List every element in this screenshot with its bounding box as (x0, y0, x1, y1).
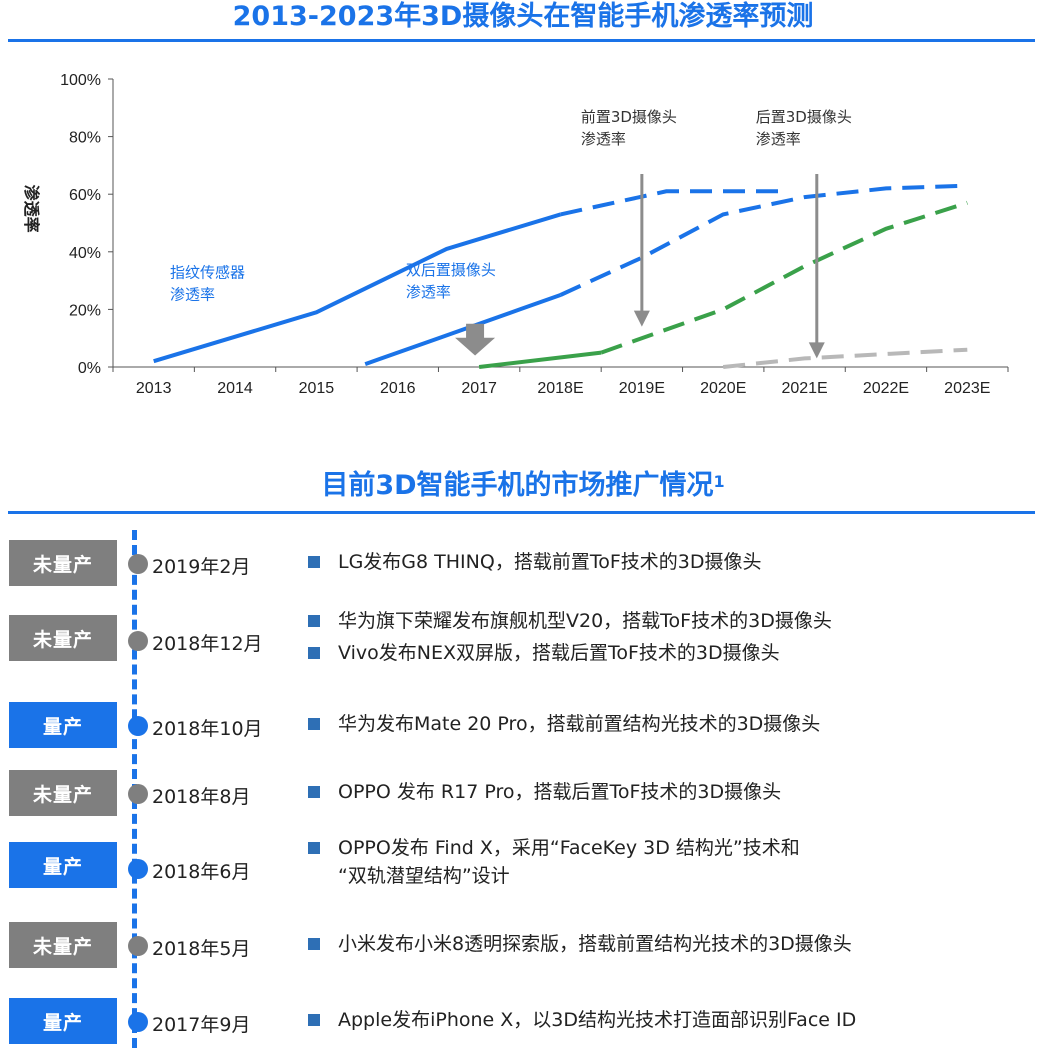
x-tick-label: 2013 (136, 380, 172, 397)
bullet-icon (308, 1014, 320, 1026)
timeline-dot (128, 631, 148, 651)
event-list: 华为旗下荣耀发布旗舰机型V20，搭载ToF技术的3D摄像头 Vivo发布NEX双屏… (308, 607, 1043, 667)
x-tick-label: 2016 (380, 380, 416, 397)
event-list: OPPO 发布 R17 Pro，搭载后置ToF技术的3D摄像头 (308, 778, 1043, 806)
series-annotation: 渗透率 (170, 286, 215, 304)
x-tick-label: 2022E (863, 380, 909, 397)
bullet-icon (308, 647, 320, 659)
chart-header: 2013-2023年3D摄像头在智能手机渗透率预测 (232, 1, 814, 32)
series-annotation: 前置3D摄像头 (581, 108, 677, 126)
pointer-arrow-head (633, 310, 650, 327)
y-tick-label: 80% (69, 130, 101, 147)
x-tick-label: 2017 (461, 380, 497, 397)
timeline-dot (128, 554, 148, 574)
x-tick-label: 2014 (217, 380, 253, 397)
timeline-header: 目前3D智能手机的市场推广情况1 (0, 468, 1046, 504)
event-text: 小米发布小米8透明探索版，搭载前置结构光技术的3D摄像头 (338, 933, 852, 955)
series-line-projected (560, 189, 789, 217)
x-tick-label: 2019E (619, 380, 665, 397)
timeline-header-text: 目前3D智能手机的市场推广情况 (321, 470, 714, 501)
event-text: Apple发布iPhone X，以3D结构光技术打造面部识别Face ID (338, 1009, 857, 1031)
series-annotation: 后置3D摄像头 (756, 108, 852, 126)
event-text: OPPO 发布 R17 Pro，搭载后置ToF技术的3D摄像头 (338, 781, 782, 803)
event-item: Vivo发布NEX双屏版，搭载后置ToF技术的3D摄像头 (308, 639, 1043, 667)
timeline-dot (128, 936, 148, 956)
status-badge: 量产 (9, 842, 117, 888)
series-annotation: 渗透率 (756, 130, 801, 148)
series-line-actual (478, 350, 602, 369)
bullet-icon (308, 842, 320, 854)
event-text: Vivo发布NEX双屏版，搭载后置ToF技术的3D摄像头 (338, 642, 780, 664)
series-annotation: 渗透率 (581, 130, 626, 148)
bullet-icon (308, 556, 320, 568)
bullet-icon (308, 938, 320, 950)
event-date: 2017年9月 (152, 1014, 251, 1036)
timeline-dot (128, 1012, 148, 1032)
bullet-icon (308, 718, 320, 730)
event-date: 2018年6月 (152, 861, 251, 883)
bullet-icon (308, 615, 320, 627)
series-line-actual (364, 293, 562, 366)
status-badge: 量产 (9, 998, 117, 1044)
event-item: OPPO发布 Find X，采用“FaceKey 3D 结构光”技术和 “双轨潜… (308, 834, 1043, 890)
event-item: 小米发布小米8透明探索版，搭载前置结构光技术的3D摄像头 (308, 930, 1043, 958)
event-item: OPPO 发布 R17 Pro，搭载后置ToF技术的3D摄像头 (308, 778, 1043, 806)
timeline-dot (128, 716, 148, 736)
event-item: 华为发布Mate 20 Pro，搭载前置结构光技术的3D摄像头 (308, 710, 1043, 738)
series-line-projected (559, 183, 968, 297)
event-date: 2019年2月 (152, 556, 251, 578)
x-tick-label: 2018E (537, 380, 583, 397)
event-list: 华为发布Mate 20 Pro，搭载前置结构光技术的3D摄像头 (308, 710, 1043, 738)
series-line-projected (722, 347, 968, 369)
series-line-actual (153, 212, 562, 364)
chart-header-rule (8, 39, 1035, 42)
y-tick-label: 40% (69, 245, 101, 262)
status-badge: 未量产 (9, 770, 117, 816)
x-tick-label: 2023E (944, 380, 990, 397)
y-tick-label: 60% (69, 187, 101, 204)
block-arrow (455, 323, 496, 356)
x-tick-label: 2020E (700, 380, 746, 397)
penetration-chart: 0% 20% 40% 60% 80% 100% 2013 2014 2015 2016 2017 20… (22, 72, 1009, 397)
x-tick-label: 2021E (781, 380, 827, 397)
event-date: 2018年5月 (152, 938, 251, 960)
event-list: Apple发布iPhone X，以3D结构光技术打造面部识别Face ID (308, 1006, 1043, 1034)
event-text: 华为发布Mate 20 Pro，搭载前置结构光技术的3D摄像头 (338, 713, 821, 735)
y-axis-label: 渗透率 (22, 185, 41, 233)
y-tick-label: 100% (60, 72, 101, 89)
x-tick-label: 2015 (299, 380, 335, 397)
series-annotation: 指纹传感器 (170, 264, 245, 282)
event-text: LG发布G8 THINQ，搭载前置ToF技术的3D摄像头 (338, 551, 762, 573)
event-item: LG发布G8 THINQ，搭载前置ToF技术的3D摄像头 (308, 548, 1043, 576)
y-tick-label: 20% (69, 302, 101, 319)
event-list: 小米发布小米8透明探索版，搭载前置结构光技术的3D摄像头 (308, 930, 1043, 958)
status-badge: 未量产 (9, 922, 117, 968)
status-badge: 未量产 (9, 615, 117, 661)
status-badge: 量产 (9, 702, 117, 748)
status-badge: 未量产 (9, 540, 117, 586)
event-list: OPPO发布 Find X，采用“FaceKey 3D 结构光”技术和 “双轨潜… (308, 834, 1043, 890)
event-date: 2018年10月 (152, 718, 263, 740)
bullet-icon (308, 786, 320, 798)
series-annotation: 双后置摄像头 (406, 261, 496, 279)
timeline-dot (128, 784, 148, 804)
timeline-header-footnote: 1 (713, 472, 725, 491)
y-tick-label: 0% (78, 360, 101, 377)
event-date: 2018年8月 (152, 786, 251, 808)
event-item: Apple发布iPhone X，以3D结构光技术打造面部识别Face ID (308, 1006, 1043, 1034)
series-line-projected (600, 200, 968, 355)
series-annotation: 渗透率 (406, 283, 451, 301)
event-text: OPPO发布 Find X，采用“FaceKey 3D 结构光”技术和 “双轨潜… (338, 837, 800, 887)
timeline-header-rule (8, 511, 1035, 514)
timeline-dot (128, 859, 148, 879)
event-list: LG发布G8 THINQ，搭载前置ToF技术的3D摄像头 (308, 548, 1043, 576)
event-item: 华为旗下荣耀发布旗舰机型V20，搭载ToF技术的3D摄像头 (308, 607, 1043, 635)
event-text: 华为旗下荣耀发布旗舰机型V20，搭载ToF技术的3D摄像头 (338, 610, 832, 632)
event-date: 2018年12月 (152, 633, 263, 655)
pointer-arrow-head (808, 342, 825, 359)
